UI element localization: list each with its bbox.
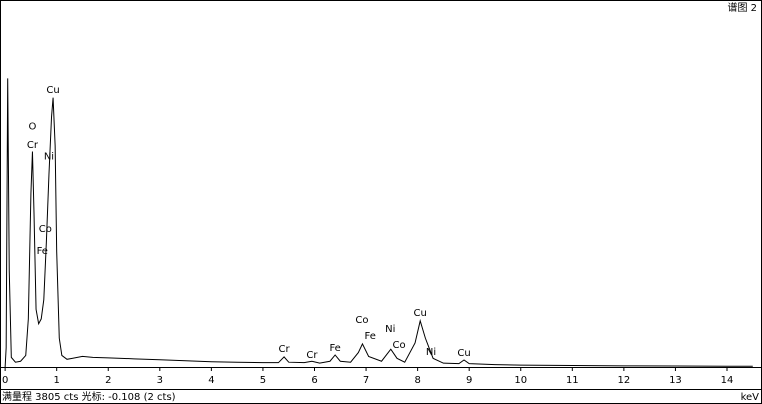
x-tick-label: 11 — [566, 375, 579, 386]
peak-label: Fe — [365, 331, 376, 342]
x-tick-label: 12 — [618, 375, 631, 386]
peak-label: O — [29, 122, 37, 133]
chart-title: 谱图 2 — [727, 1, 757, 14]
peak-label: Co — [355, 315, 368, 326]
footer-status: 满量程 3805 cts 光标: -0.108 (2 cts) — [2, 390, 176, 403]
x-tick-label: 6 — [311, 375, 317, 386]
peak-label: Co — [39, 224, 52, 235]
x-tick-label: 0 — [2, 375, 8, 386]
x-axis-label: keV — [741, 392, 760, 403]
peak-label: Cu — [414, 308, 427, 319]
x-tick-label: 13 — [669, 375, 682, 386]
x-tick-label: 5 — [260, 375, 266, 386]
peak-label: Cu — [46, 85, 59, 96]
peak-label: Ni — [426, 347, 436, 358]
x-tick-label: 1 — [54, 375, 60, 386]
x-tick-label: 10 — [514, 375, 527, 386]
peak-label: Ni — [44, 151, 54, 162]
peak-label: Co — [393, 340, 406, 351]
x-tick-label: 3 — [157, 375, 163, 386]
x-tick-label: 14 — [721, 375, 734, 386]
peak-label: Cr — [306, 350, 318, 361]
x-tick-label: 9 — [466, 375, 472, 386]
x-tick-label: 7 — [363, 375, 369, 386]
peak-label: Ni — [385, 324, 395, 335]
peak-label: Fe — [329, 343, 340, 354]
peak-label: Cu — [457, 348, 470, 359]
peak-label: Fe — [37, 246, 48, 257]
peak-label: Cr — [27, 140, 39, 151]
x-tick-label: 4 — [208, 375, 214, 386]
x-tick-label: 8 — [414, 375, 420, 386]
spectrum-line — [4, 78, 753, 368]
x-tick-label: 2 — [105, 375, 111, 386]
peak-label: Cr — [279, 344, 291, 355]
